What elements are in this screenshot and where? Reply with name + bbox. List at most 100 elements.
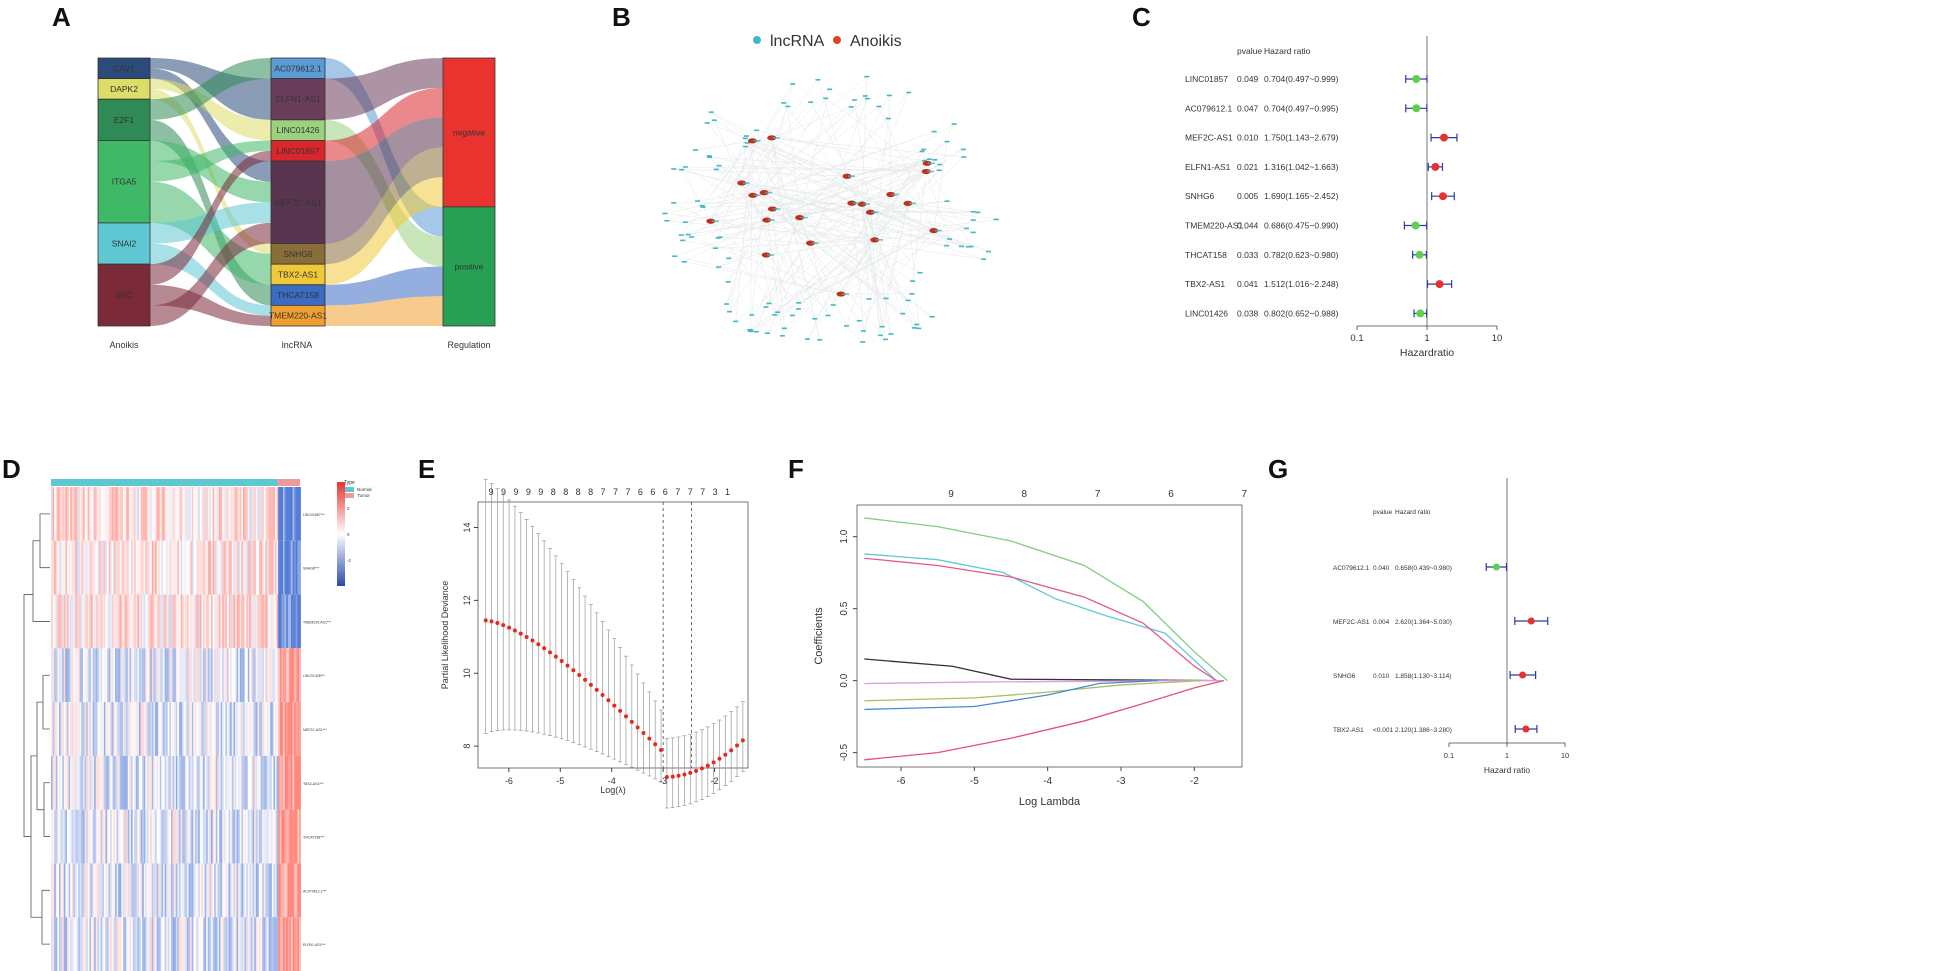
heatmap-cell (235, 702, 237, 756)
heatmap-cell (83, 594, 85, 649)
heatmap-cell (252, 863, 255, 918)
heatmap-cell (116, 917, 119, 971)
heatmap-cell (299, 540, 301, 595)
heatmap-cell (276, 648, 279, 703)
lncrna-node (936, 169, 942, 172)
top-tick-label: 7 (675, 487, 680, 497)
network-edge (710, 221, 799, 303)
network-edge (767, 163, 928, 334)
heatmap-cell (81, 540, 84, 595)
heatmap-cell (188, 917, 191, 971)
heatmap-cell (246, 809, 249, 864)
heatmap-cell (59, 755, 61, 810)
heatmap-cell (267, 917, 269, 971)
heatmap-cell (211, 648, 213, 703)
heatmap-cell (63, 917, 66, 971)
heatmap-cell (227, 487, 229, 541)
heatmap-cell (119, 809, 122, 864)
heatmap-cell (71, 917, 74, 971)
heatmap-cell (132, 917, 135, 971)
anoikis-node-tag (928, 162, 936, 165)
heatmap-cell (150, 594, 153, 649)
sankey-node (97, 98, 151, 141)
heatmap-cell (268, 917, 271, 971)
heatmap-cell (94, 809, 97, 864)
lncrna-node (906, 91, 912, 94)
heatmap-cell (94, 863, 97, 918)
heatmap-cell (259, 755, 261, 810)
heatmap-cell (107, 540, 109, 595)
heatmap-cell (135, 648, 138, 703)
heatmap-cell (215, 917, 218, 971)
network-edge (763, 98, 826, 193)
network-edge (751, 242, 811, 316)
heatmap-cell (254, 755, 257, 810)
x-tick-label: -5 (970, 776, 979, 787)
network-edge (851, 203, 892, 335)
heatmap-cell (185, 594, 188, 649)
heatmap-cell (135, 863, 138, 918)
heatmap-cell (62, 863, 65, 918)
cv-point (565, 663, 570, 668)
heatmap-cell (164, 648, 167, 703)
heatmap-cell (83, 487, 85, 541)
heatmap-cell (179, 594, 181, 649)
heatmap-cell (211, 755, 213, 810)
heatmap-cell (124, 809, 127, 864)
lncrna-node (726, 257, 732, 260)
lncrna-node (883, 297, 889, 300)
heatmap-cell (244, 917, 247, 971)
heatmap-cell (54, 540, 57, 595)
heatmap-cell (142, 863, 145, 918)
anoikis-node-tag (852, 202, 860, 204)
cv-point (676, 773, 681, 778)
network-edge (715, 212, 871, 249)
heatmap-cell (231, 594, 234, 649)
heatmap-cell (153, 809, 156, 864)
heatmap-cell (166, 540, 169, 595)
heatmap-cell (78, 648, 81, 703)
heatmap-cell (198, 594, 201, 649)
heatmap-cell (297, 487, 300, 541)
heatmap-chart: LINC01857***SNHG6***TMEM220-AS1***LINC01… (23, 479, 372, 971)
network-edge (673, 168, 848, 177)
heatmap-cell (94, 702, 97, 756)
heatmap-cell (262, 540, 265, 595)
heatmap-cell (198, 755, 201, 810)
heatmap-cell (126, 809, 129, 864)
heatmap-cell (180, 487, 183, 541)
heatmap-cell (244, 755, 247, 810)
heatmap-cell (87, 863, 90, 918)
heatmap-cell (57, 863, 60, 918)
network-edge (666, 192, 765, 222)
heatmap-cell (135, 540, 138, 595)
network-edge (912, 171, 927, 282)
heatmap-cell (103, 648, 106, 703)
heatmap-cell (263, 917, 266, 971)
heatmap-cell (67, 594, 69, 649)
heatmap-cell (203, 863, 205, 918)
top-tick-label: 6 (1168, 489, 1174, 500)
cv-point (612, 703, 617, 708)
heatmap-cell (161, 648, 164, 703)
lncrna-node (970, 231, 976, 234)
heatmap-cell (198, 540, 201, 595)
heatmap-cell (54, 702, 57, 756)
heatmap-cell (100, 594, 103, 649)
network-edge (926, 123, 955, 164)
heatmap-cell (102, 648, 105, 703)
heatmap-cell (268, 487, 271, 541)
heatmap-cell (143, 540, 146, 595)
heatmap-cell (238, 917, 241, 971)
heatmap-cell (217, 540, 220, 595)
heatmap-cell (252, 702, 255, 756)
heatmap-cell (142, 917, 145, 971)
heatmap-cell (287, 702, 290, 756)
heatmap-cell (116, 863, 119, 918)
heatmap-cell (153, 863, 156, 918)
heatmap-cell (68, 487, 71, 541)
heatmap-cell (231, 702, 234, 756)
forest-tick-label: 0.1 (1350, 333, 1363, 344)
heatmap-cell (151, 594, 154, 649)
heatmap-cell (134, 702, 137, 756)
